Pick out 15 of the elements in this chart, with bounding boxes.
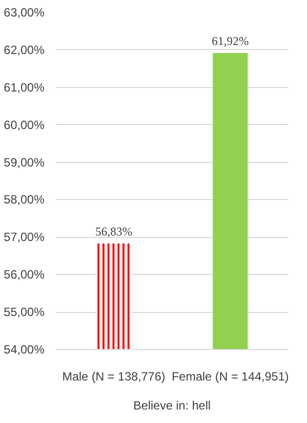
y-tick-label: 59,00% (4, 155, 45, 170)
y-tick-label: 56,00% (4, 268, 45, 282)
y-tick-label: 61,00% (4, 80, 45, 94)
y-tick-label: 57,00% (4, 230, 45, 244)
y-tick-label: 54,00% (4, 342, 45, 356)
y-tick-label: 58,00% (4, 192, 45, 207)
x-tick-label: Female (N = 144,951) (172, 370, 289, 384)
data-label: 56,83% (95, 224, 132, 239)
y-tick-label: 60,00% (4, 118, 45, 132)
x-axis-title: Believe in: hell (133, 398, 211, 412)
data-label: 61,92% (212, 34, 249, 48)
y-tick-label: 63,00% (4, 6, 45, 20)
y-tick-label: 55,00% (4, 305, 45, 320)
x-tick-label: Male (N = 138,776) (62, 370, 166, 384)
y-tick-label: 62,00% (4, 42, 45, 57)
